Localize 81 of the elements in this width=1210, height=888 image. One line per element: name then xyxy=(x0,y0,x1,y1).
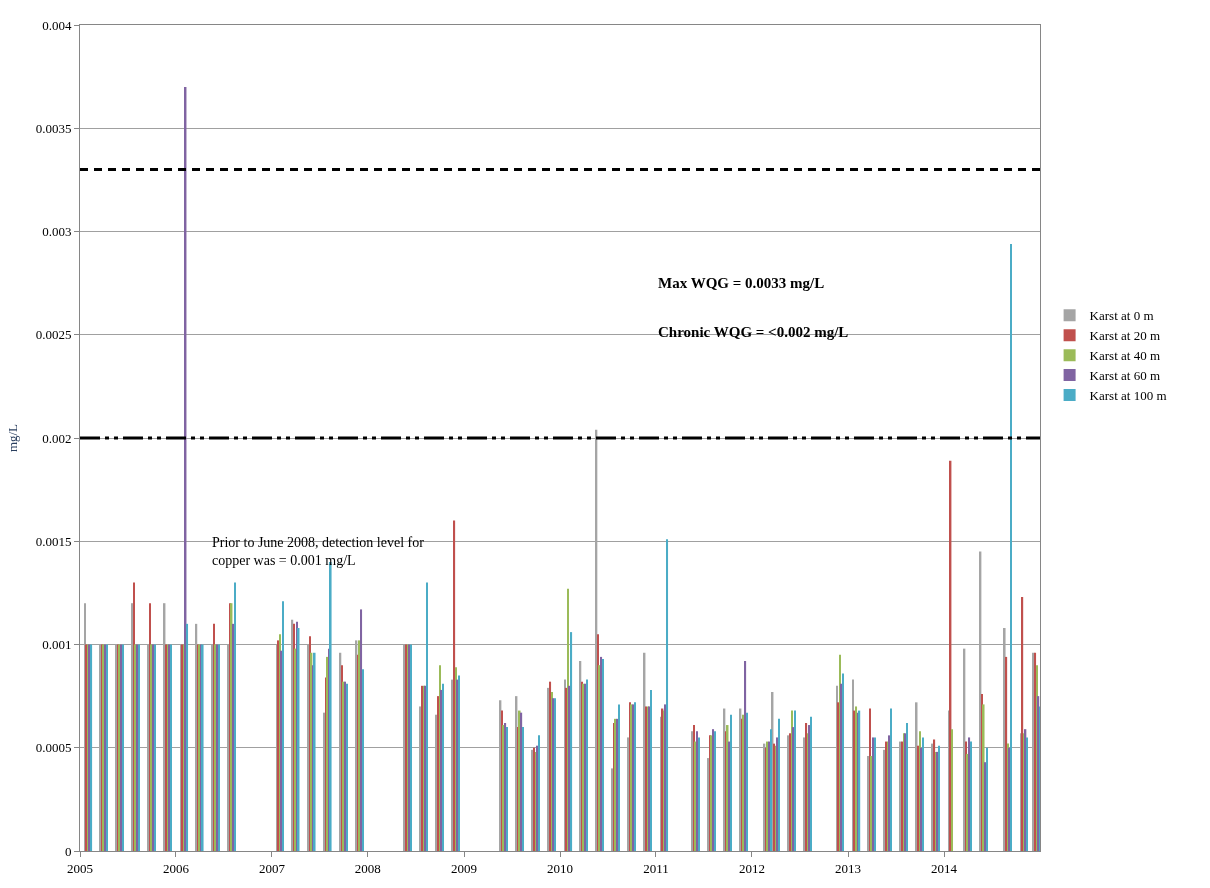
y-tick-label: 0.0005 xyxy=(35,740,72,756)
bar xyxy=(837,702,840,851)
bar xyxy=(426,582,428,851)
bar xyxy=(1026,737,1028,851)
bar xyxy=(1037,696,1040,851)
bar xyxy=(442,683,444,851)
y-tick-label: 0.001 xyxy=(42,637,72,653)
bar xyxy=(282,601,284,851)
bar xyxy=(698,737,700,851)
x-tick-label: 2007 xyxy=(258,860,286,876)
y-tick-label: 0.0035 xyxy=(35,120,72,136)
bar xyxy=(986,747,988,851)
bar xyxy=(776,737,779,851)
bar xyxy=(968,737,971,851)
bar xyxy=(549,681,552,851)
bar xyxy=(792,727,795,851)
bar xyxy=(453,520,456,851)
x-tick-label: 2008 xyxy=(354,860,381,876)
bar xyxy=(855,706,858,851)
bar xyxy=(297,627,300,851)
legend-label: Karst at 100 m xyxy=(1089,388,1167,404)
y-tick-label: 0.003 xyxy=(42,224,72,240)
bar xyxy=(906,722,908,851)
x-tick-label: 2013 xyxy=(835,860,862,876)
bar xyxy=(730,714,732,851)
bar xyxy=(778,718,780,851)
x-tick-label: 2005 xyxy=(67,860,93,876)
bar xyxy=(570,632,573,851)
bar xyxy=(982,704,985,851)
bar xyxy=(440,689,443,851)
x-tick-label: 2009 xyxy=(451,860,478,876)
x-tick-label: 2006 xyxy=(162,860,190,876)
y-tick-label: 0.004 xyxy=(42,17,72,33)
legend-label: Karst at 60 m xyxy=(1089,368,1161,384)
x-tick-label: 2010 xyxy=(547,860,573,876)
x-tick-label: 2011 xyxy=(643,860,669,876)
bar xyxy=(506,727,508,851)
bar xyxy=(970,741,972,851)
legend-label: Karst at 40 m xyxy=(1089,348,1161,364)
bar xyxy=(437,696,440,851)
bar xyxy=(650,689,652,851)
bar xyxy=(186,623,189,851)
bar xyxy=(696,731,699,851)
bar xyxy=(538,735,540,851)
bar xyxy=(938,745,940,851)
bar xyxy=(522,727,524,851)
bar xyxy=(842,673,844,851)
bar xyxy=(618,704,620,851)
bar xyxy=(890,708,892,851)
legend-label: Karst at 20 m xyxy=(1089,328,1161,344)
x-tick-label: 2014 xyxy=(931,860,958,876)
y-tick-label: 0.002 xyxy=(42,430,72,446)
x-tick-label: 2012 xyxy=(738,860,765,876)
y-tick-label: 0.0025 xyxy=(35,327,72,343)
legend-label: Karst at 0 m xyxy=(1089,308,1154,324)
bar xyxy=(586,679,588,851)
bar xyxy=(1021,597,1024,851)
bar xyxy=(933,739,936,851)
annotation: Chronic WQG = <0.002 mg/L xyxy=(658,324,849,340)
bar xyxy=(951,729,953,851)
y-axis-title: mg/L xyxy=(4,423,20,453)
bar xyxy=(922,737,924,851)
bar xyxy=(1005,656,1008,851)
bar xyxy=(746,712,748,851)
bar xyxy=(232,623,235,851)
y-tick-label: 0 xyxy=(64,843,72,859)
annotation: Max WQG = 0.0033 mg/L xyxy=(658,275,825,291)
y-tick-label: 0.0015 xyxy=(35,533,72,549)
bar xyxy=(666,539,669,851)
bar xyxy=(888,735,891,851)
bar xyxy=(360,609,363,851)
bar xyxy=(744,661,747,851)
bar xyxy=(1010,243,1012,851)
bar xyxy=(810,716,812,851)
bar xyxy=(984,762,987,851)
bar xyxy=(728,741,731,851)
bar xyxy=(770,729,772,851)
annotation: Prior to June 2008, detection level for copper was = 0.001 mg/L xyxy=(212,535,425,569)
bar xyxy=(458,675,460,851)
bar xyxy=(234,582,236,851)
bar xyxy=(362,669,364,851)
